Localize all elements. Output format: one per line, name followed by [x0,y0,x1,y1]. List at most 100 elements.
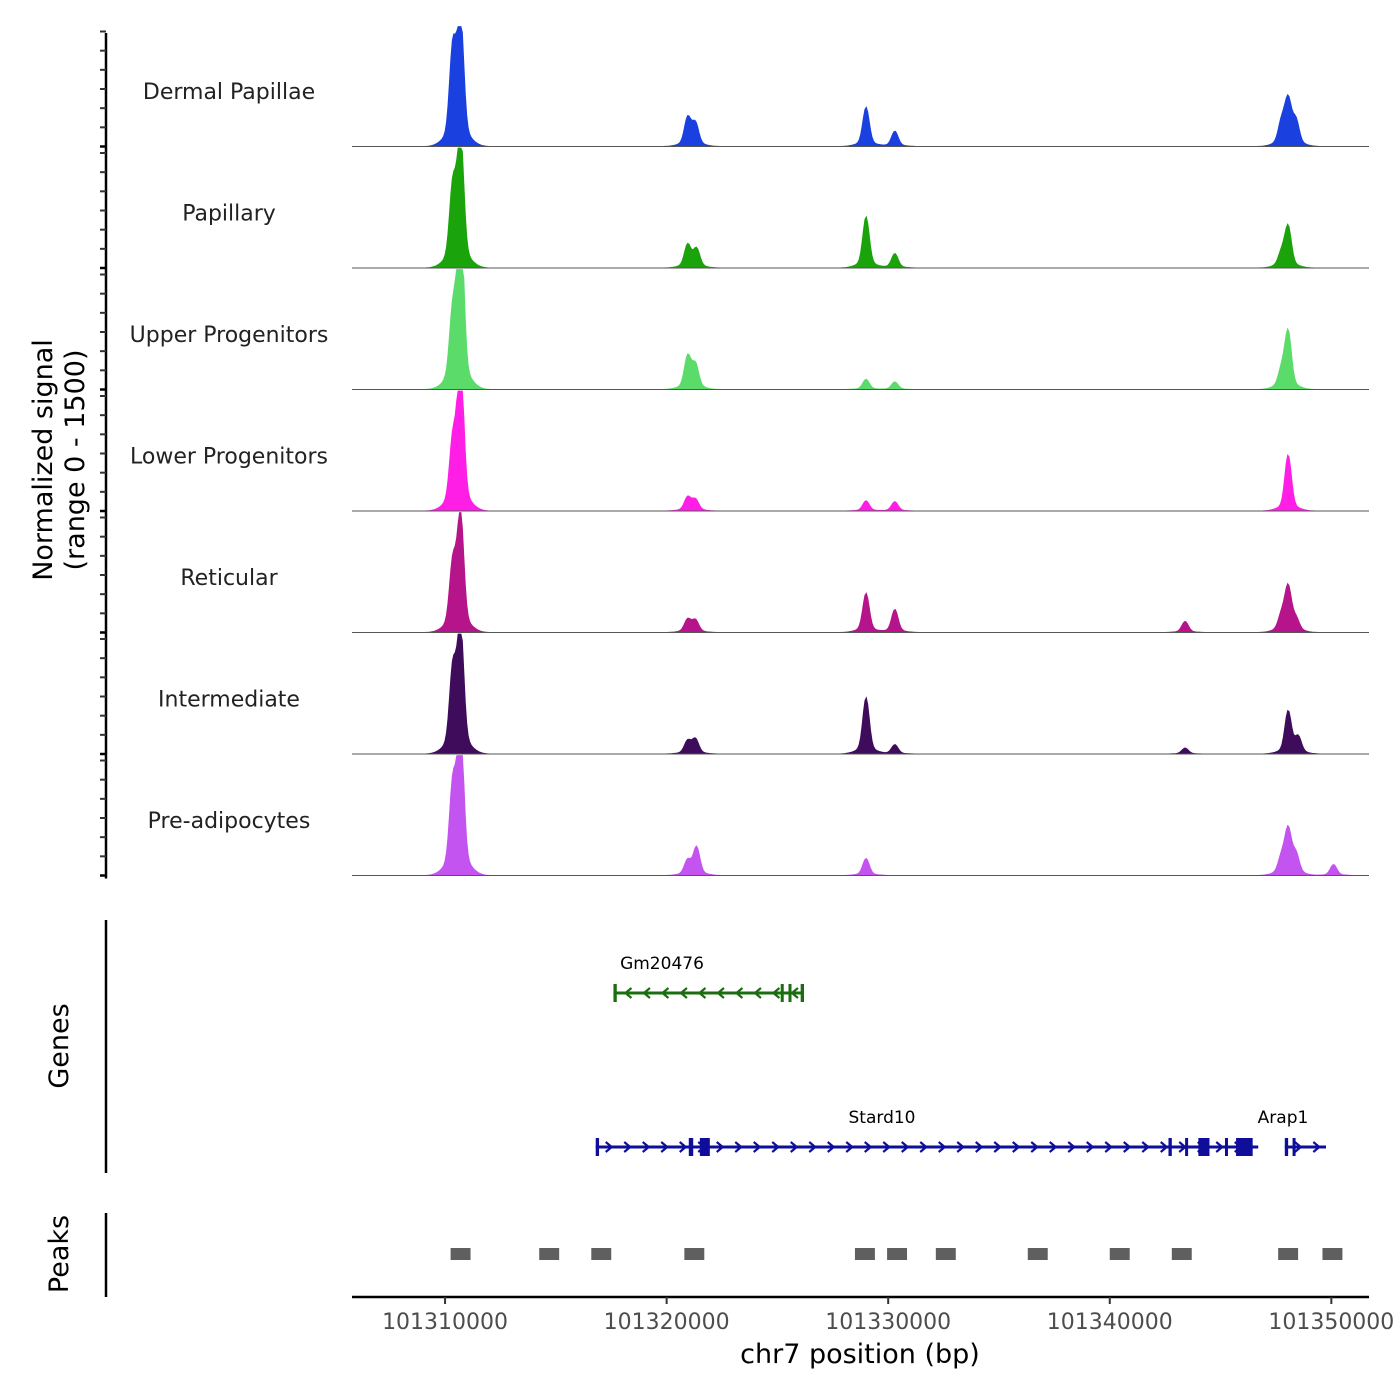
exon [1236,1138,1253,1156]
gene-label: Arap1 [1258,1108,1309,1128]
track-pre-adipocytes: Pre-adipocytes [148,755,1369,876]
peak-region [1322,1248,1343,1260]
gene-annotations: Gm20476 Stard10 Arap1 [595,954,1326,1156]
x-tick-label: 101320000 [604,1310,730,1335]
genes-axis-title: Genes [44,1003,75,1088]
gene-label: Stard10 [849,1108,916,1128]
track-label: Pre-adipocytes [148,809,311,834]
track-label: Lower Progenitors [130,445,328,470]
signal-y-axis [100,30,108,879]
strand-chevron [734,1141,743,1153]
gene-gm20476: Gm20476 [613,954,804,1002]
strand-chevron [1215,1141,1224,1153]
peak-region [854,1248,875,1260]
exon [800,984,804,1002]
strand-chevron [623,1141,632,1153]
strand-chevron [1123,1141,1132,1153]
x-tick-label: 101350000 [1268,1310,1394,1335]
strand-chevron [734,987,744,999]
peak-region [887,1248,908,1260]
track-dermal-papillae: Dermal Papillae [143,26,1369,147]
strand-chevron [660,1141,669,1153]
track-reticular: Reticular [180,512,1369,633]
exon [1198,1138,1210,1156]
strand-chevron [827,1141,836,1153]
strand-chevron [1312,1141,1322,1153]
track-label: Dermal Papillae [143,80,315,105]
track-papillary: Papillary [182,147,1369,269]
signal-area [352,512,1369,633]
strand-chevron [642,1141,651,1153]
strand-chevron [1012,1141,1021,1153]
strand-chevron [864,1141,873,1153]
peaks-axis-title: Peaks [44,1215,75,1293]
strand-chevron [660,987,670,999]
peak-region [1278,1248,1299,1260]
peak-region [591,1248,612,1260]
x-axis-title: chr7 position (bp) [740,1339,980,1370]
strand-chevron [753,1141,762,1153]
exon [613,984,617,1002]
strand-chevron [1030,1141,1039,1153]
exon [1292,1138,1296,1156]
strand-chevron [901,1141,910,1153]
strand-chevron [919,1141,928,1153]
track-upper-progenitors: Upper Progenitors [130,269,1369,390]
strand-chevron [956,1141,965,1153]
strand-chevron [716,987,725,999]
signal-area [352,26,1369,147]
strand-chevron [845,1141,854,1153]
exon [1185,1138,1189,1156]
track-label: Papillary [182,202,276,227]
track-intermediate: Intermediate [158,633,1369,755]
track-label: Reticular [180,566,278,591]
strand-chevron [753,987,762,999]
gene-arap1: Arap1 [1258,1108,1326,1156]
strand-chevron [716,1141,725,1153]
strand-chevron [679,1141,688,1153]
exon [699,1138,710,1156]
x-axis: 101310000 101320000 101330000 101340000 1013… [352,1295,1394,1335]
strand-chevron [1104,1141,1113,1153]
strand-chevron [697,987,707,999]
y-axis-title-line2: (range 0 - 1500) [60,350,91,571]
strand-chevron [882,1141,891,1153]
strand-chevron [1160,1141,1169,1153]
gene-label: Gm20476 [620,954,704,974]
x-tick-label: 101310000 [382,1310,508,1335]
strand-chevron [1086,1141,1095,1153]
strand-chevron [1141,1141,1150,1153]
x-tick-label: 101330000 [825,1310,951,1335]
x-tick-label: 101340000 [1047,1310,1173,1335]
track-lower-progenitors: Lower Progenitors [130,390,1369,512]
signal-area [352,390,1369,512]
strand-chevron [1294,1141,1303,1153]
strand-chevron [790,1141,799,1153]
track-label: Upper Progenitors [130,323,329,348]
strand-chevron [790,987,799,999]
strand-chevron [938,1141,947,1153]
exon [780,984,784,1002]
strand-chevron [975,1141,984,1153]
peak-region [1027,1248,1048,1260]
signal-tracks: Dermal Papillae Papillary Upper Progenitor… [130,26,1369,876]
strand-chevron [808,1141,817,1153]
strand-chevron [605,1141,614,1153]
peak-regions [450,1248,1343,1260]
strand-chevron [1067,1141,1076,1153]
gene-stard10: Stard10 [595,1108,1259,1156]
exon [788,984,792,1002]
peak-region [935,1248,956,1260]
peak-region [539,1248,560,1260]
strand-chevron [771,987,781,999]
peak-region [450,1248,471,1260]
peak-region [1109,1248,1130,1260]
signal-area [352,147,1369,269]
signal-area [352,633,1369,755]
exon [1284,1138,1289,1156]
strand-chevron [623,987,633,999]
signal-area [352,755,1369,876]
track-label: Intermediate [158,688,300,713]
exon [1168,1138,1172,1156]
